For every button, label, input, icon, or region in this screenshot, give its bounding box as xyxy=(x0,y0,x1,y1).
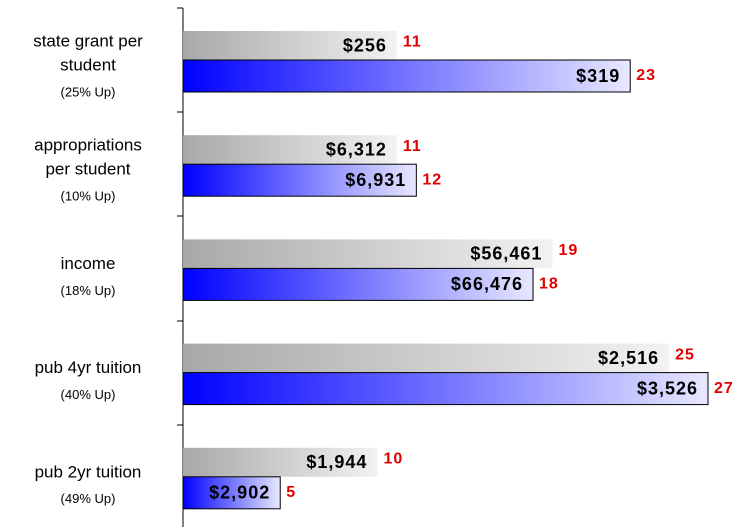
rank-label: 25 xyxy=(675,346,695,363)
value-label: $319 xyxy=(576,66,620,86)
change-label: (10% Up) xyxy=(61,189,116,204)
change-label: (49% Up) xyxy=(61,491,116,506)
value-label: $2,902 xyxy=(209,483,270,503)
rank-label: 18 xyxy=(539,276,559,293)
rank-label: 19 xyxy=(558,242,578,259)
bar xyxy=(182,476,281,510)
rank-label: 11 xyxy=(403,34,422,51)
rank-label: 10 xyxy=(383,451,403,468)
bar xyxy=(183,239,553,269)
rank-label: 5 xyxy=(286,484,296,501)
bar xyxy=(182,267,534,301)
bar xyxy=(183,31,397,60)
bar xyxy=(182,59,631,93)
value-label: $2,516 xyxy=(598,348,659,368)
axis-ticks xyxy=(177,7,183,426)
value-label: $3,526 xyxy=(637,378,698,398)
value-label: $1,944 xyxy=(306,452,367,472)
change-label: (40% Up) xyxy=(61,387,116,402)
value-label: $6,312 xyxy=(326,139,387,159)
rank-label: 11 xyxy=(403,138,422,155)
value-label: $66,476 xyxy=(451,274,523,294)
category-label: state grant per xyxy=(33,31,143,50)
category-label: appropriations xyxy=(34,136,142,155)
category-label: income xyxy=(61,254,116,273)
bar xyxy=(183,135,397,165)
category-label: pub 2yr tuition xyxy=(35,462,142,481)
value-label: $6,931 xyxy=(345,170,406,190)
value-label: $256 xyxy=(343,35,387,55)
category-label: student xyxy=(60,55,116,74)
bar xyxy=(182,163,417,197)
category-label: per student xyxy=(45,160,130,179)
change-label: (25% Up) xyxy=(61,84,116,99)
change-label: (18% Up) xyxy=(61,283,116,298)
bar xyxy=(183,447,378,477)
bar xyxy=(183,343,670,373)
rank-label: 23 xyxy=(636,67,656,84)
category-label: pub 4yr tuition xyxy=(35,358,142,377)
value-label: $56,461 xyxy=(470,244,542,264)
rank-label: 27 xyxy=(714,380,734,397)
rank-label: 12 xyxy=(422,171,442,188)
bar xyxy=(182,372,709,406)
